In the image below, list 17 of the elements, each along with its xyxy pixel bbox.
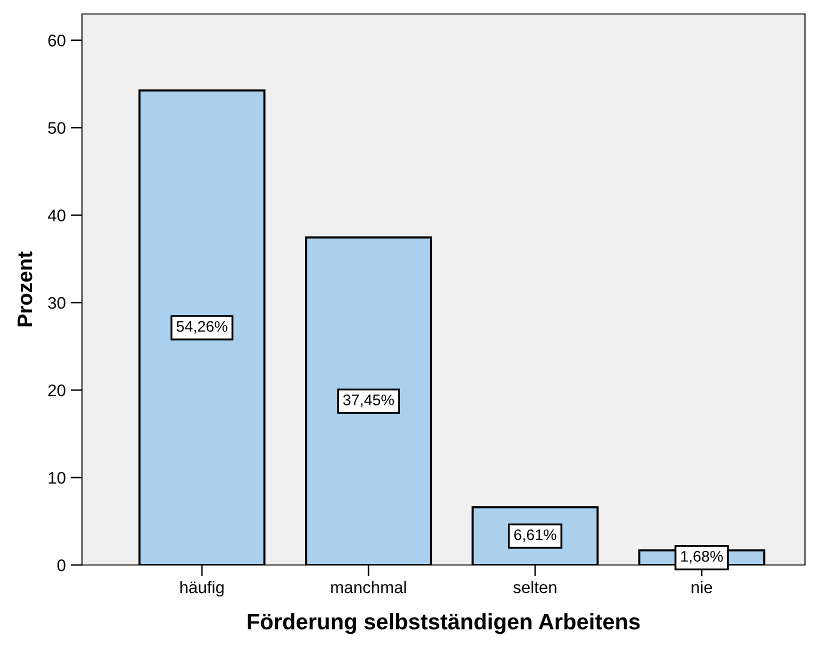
x-tick-label: selten — [513, 580, 556, 594]
y-tick-label: 20 — [48, 384, 66, 396]
data-label: 6,61% — [514, 529, 556, 542]
y-tick-label: 40 — [48, 210, 66, 222]
x-tick-label: nie — [692, 580, 712, 594]
y-tick-label: 30 — [48, 297, 66, 309]
x-tick-label: manchmal — [331, 580, 406, 594]
x-axis-title: Förderung selbstständigen Arbeitens — [248, 613, 640, 634]
data-label: 54,26% — [176, 321, 228, 334]
y-axis-title: Prozent — [18, 252, 32, 326]
data-label: 1,68% — [681, 550, 723, 564]
y-tick-label: 0 — [57, 559, 66, 572]
data-label: 37,45% — [343, 394, 394, 408]
y-tick-label: 50 — [48, 122, 66, 134]
y-tick-label: 10 — [48, 472, 66, 484]
y-tick-label: 60 — [48, 34, 66, 46]
x-tick-label: häufig — [180, 580, 224, 597]
